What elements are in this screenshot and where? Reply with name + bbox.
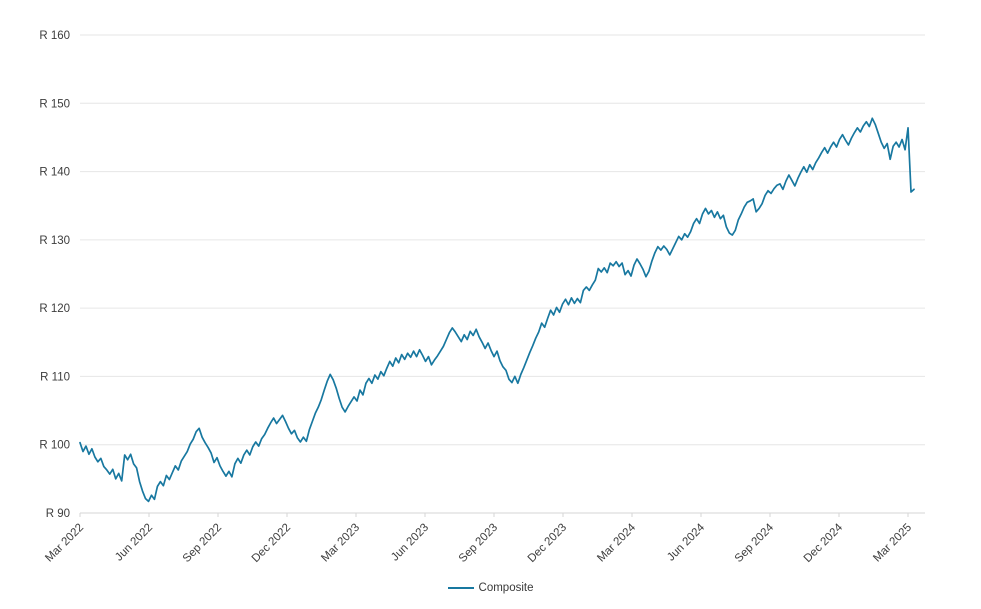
y-axis-tick-label: R 110 [40,371,70,383]
y-axis-tick-label: R 100 [39,440,70,452]
y-axis-tick-label: R 130 [39,235,70,247]
x-axis-tick-label: Sep 2024 [733,521,777,565]
x-axis-tick-label: Mar 2025 [871,522,914,565]
y-axis-tick-label: R 160 [39,30,70,42]
y-axis-tick-label: R 140 [39,167,70,179]
composite-series-line [79,117,915,503]
x-axis-tick-label: Sep 2023 [457,522,500,565]
x-axis-tick-label: Sep 2022 [181,522,224,565]
x-axis-tick-label: Mar 2023 [319,522,362,565]
x-axis-tick-label: Mar 2024 [595,521,638,564]
x-axis-tick-label: Jun 2022 [113,522,155,564]
legend-line-swatch [447,587,474,589]
y-axis-tick-label: R 120 [39,303,70,315]
y-axis-tick-label: R 90 [46,508,70,520]
x-axis-tick-label: Dec 2023 [526,522,569,565]
legend-series-label: Composite [478,582,534,594]
x-axis-tick-label: Dec 2022 [250,522,293,565]
x-axis-tick-label: Dec 2024 [802,521,846,565]
legend: Composite [0,582,981,594]
x-axis-tick-label: Jun 2023 [389,522,431,564]
x-axis-tick-label: Jun 2024 [665,521,707,563]
x-axis-tick-label: Mar 2022 [43,522,86,565]
y-axis-tick-label: R 150 [39,98,70,110]
